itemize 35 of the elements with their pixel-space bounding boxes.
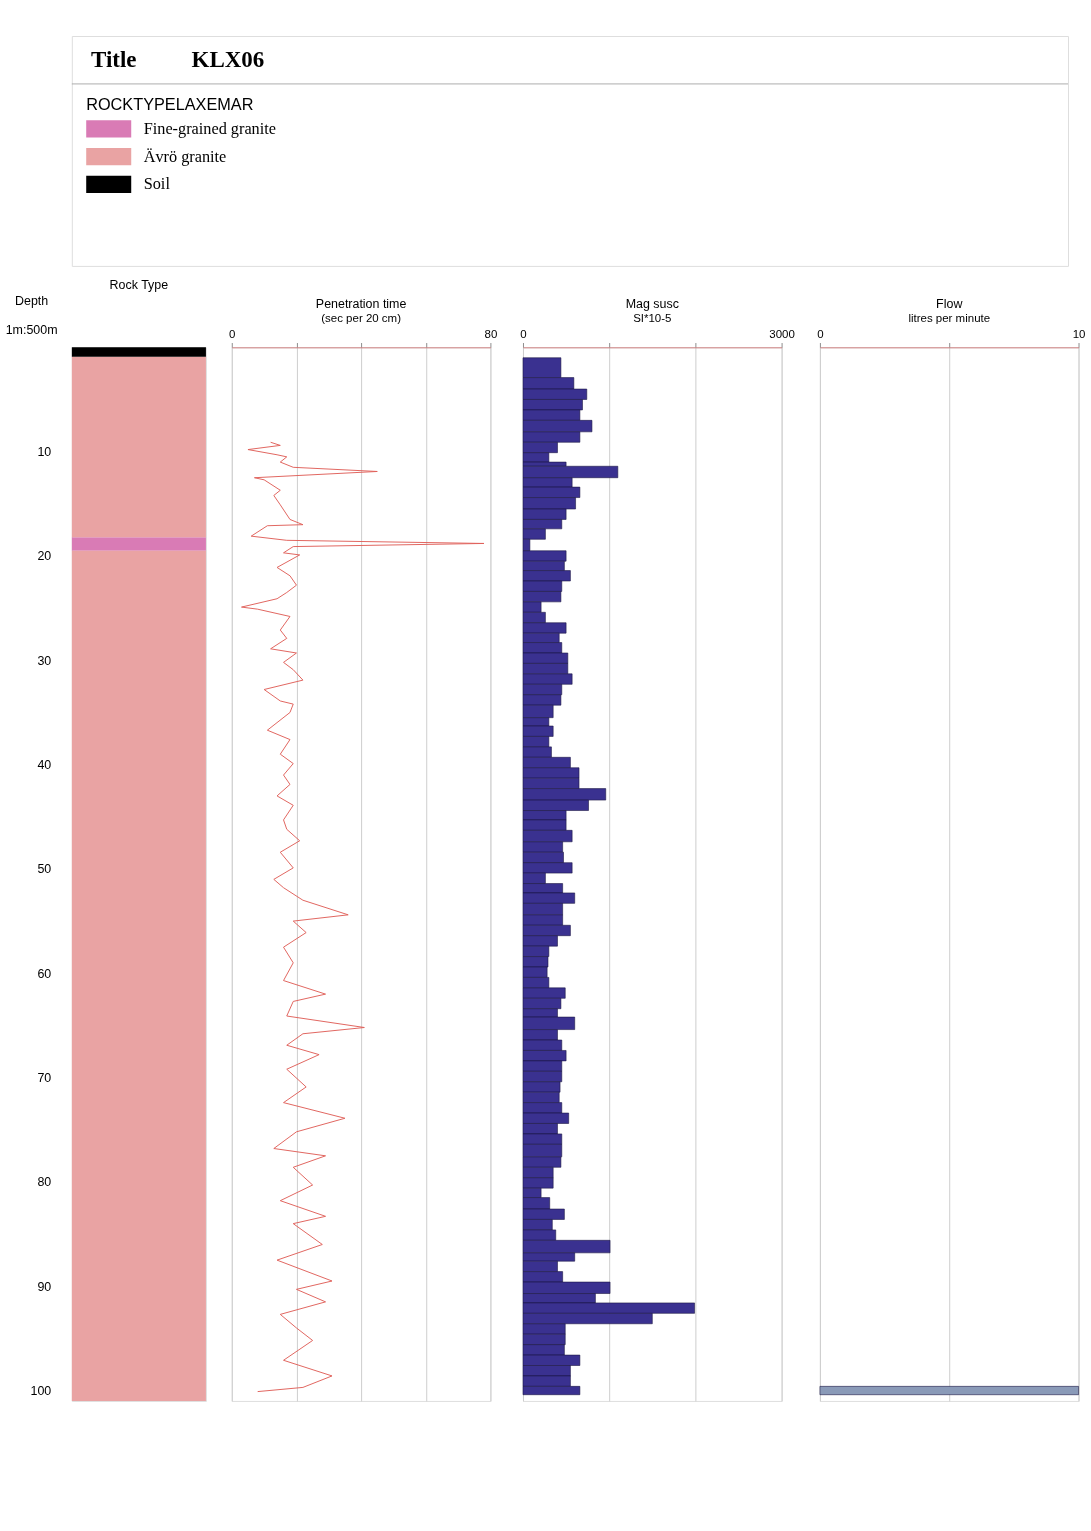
bar (71, 537, 206, 551)
bar (71, 356, 206, 538)
chart-title: Flow (936, 297, 964, 312)
text: 1m:500m (5, 322, 58, 337)
x-tick-label: 3000 (769, 328, 795, 341)
x-tick-label: 10 (1072, 328, 1086, 341)
chart-title: Mag susc (625, 297, 679, 312)
text: KLX06 (191, 46, 265, 72)
y-tick-label: 90 (37, 1279, 52, 1294)
chart-subtitle: litres per minute (908, 312, 991, 325)
x-tick-label: 0 (817, 328, 824, 341)
y-tick-label: 20 (37, 549, 52, 564)
y-tick-label: 50 (37, 862, 52, 877)
text: Title (91, 46, 137, 72)
chart-subtitle: (sec per 20 cm) (321, 312, 402, 325)
legend-title: ROCKTYPELAXEMAR (86, 94, 254, 113)
y-tick-label: 60 (37, 966, 52, 981)
bar (71, 347, 206, 357)
chart-title: Penetration time (315, 297, 407, 312)
y-tick-label: 80 (37, 1175, 52, 1190)
legend-label: Ävrö granite (143, 146, 227, 166)
x-tick-label: 0 (520, 328, 527, 341)
legend-label: Fine-grained granite (143, 118, 277, 138)
y-tick-label: 30 (37, 653, 52, 668)
x-tick-label: 0 (229, 328, 236, 341)
y-tick-label: 70 (37, 1070, 52, 1085)
bar (71, 550, 206, 1401)
x-tick-label: 80 (484, 328, 498, 341)
chart-subtitle: SI*10-5 (633, 312, 672, 325)
chart-title: Rock Type (109, 277, 169, 292)
y-tick-label: 40 (37, 757, 52, 772)
legend-label: Soil (143, 174, 171, 194)
y-axis-title: Depth (15, 294, 49, 309)
y-tick-label: 10 (37, 444, 52, 459)
y-tick-label: 100 (30, 1383, 52, 1398)
